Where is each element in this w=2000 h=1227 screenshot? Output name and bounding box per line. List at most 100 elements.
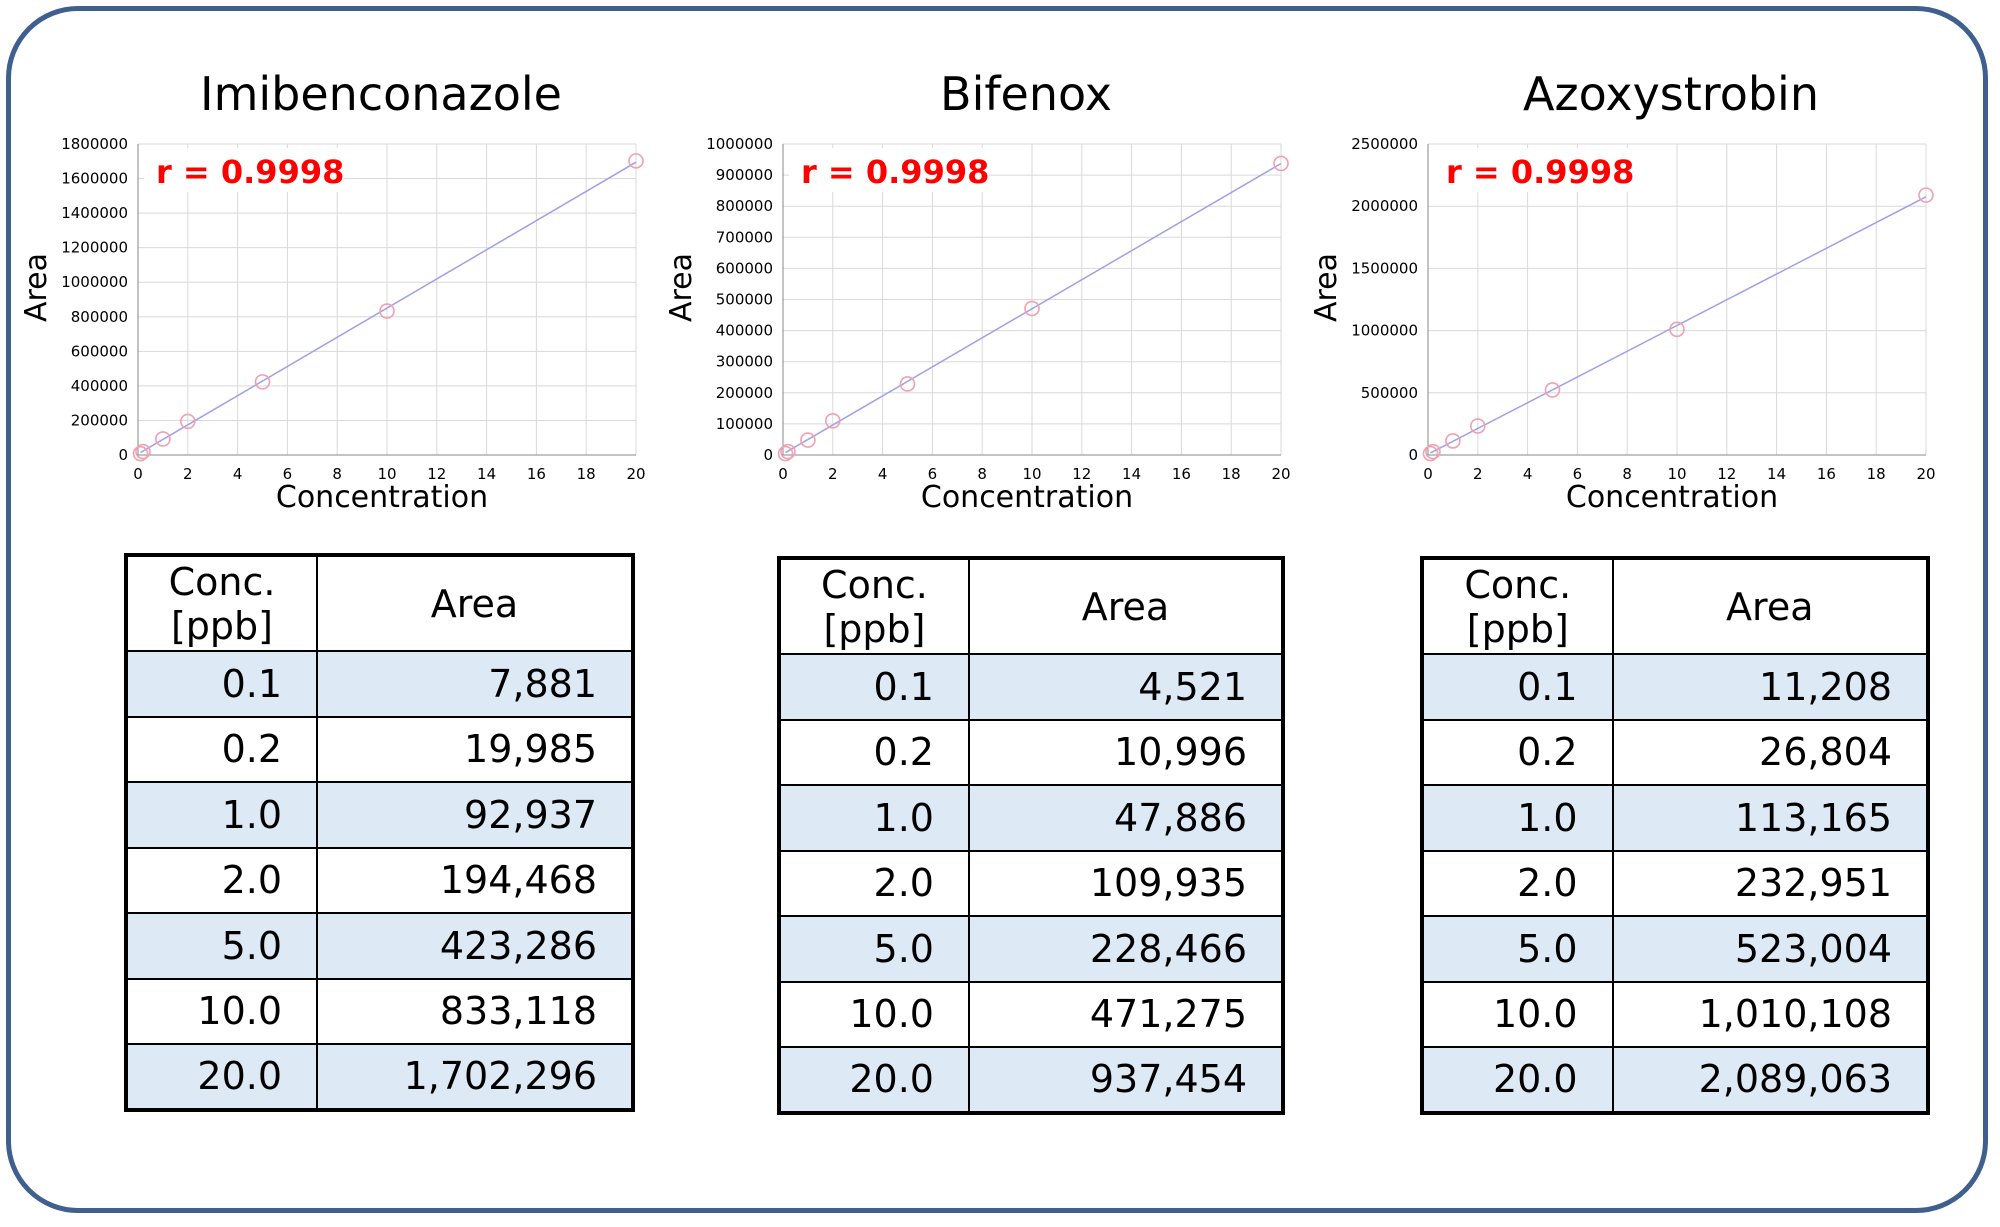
cell-concentration: 20.0: [778, 1046, 970, 1114]
y-tick-label: 500000: [716, 291, 773, 309]
cell-concentration: 5.0: [778, 915, 970, 983]
header-area: Area: [1611, 557, 1930, 655]
header-area: Area: [316, 554, 634, 652]
y-tick-label: 600000: [71, 342, 128, 360]
y-tick-label: 800000: [71, 308, 128, 326]
header-area: Area: [967, 557, 1285, 655]
data-point: [1445, 433, 1461, 449]
cell-area: 471,275: [967, 980, 1285, 1048]
x-tick-label: 20: [1271, 465, 1290, 483]
data-point: [899, 376, 916, 392]
cell-area: 523,004: [1611, 915, 1930, 983]
chart-2: Azoxystrobin 0 2 4 6 8 10 12 14 16 18 20 0 500000 1000…: [1309, 67, 1936, 515]
data-point: [1425, 443, 1441, 460]
cell-area: 109,935: [967, 849, 1285, 917]
x-tick-label: 10: [377, 465, 396, 483]
y-tick-label: 300000: [716, 353, 773, 371]
chart-title: Azoxystrobin: [1523, 67, 1819, 121]
cell-area: 1,010,108: [1611, 980, 1930, 1048]
x-tick-label: 0: [778, 465, 788, 483]
x-tick-label: 18: [577, 465, 596, 483]
x-tick-label: 4: [878, 465, 888, 483]
table-row: 5.0 523,004: [1421, 915, 1930, 983]
x-tick-label: 16: [1817, 465, 1836, 483]
table-row: 2.0 194,468: [125, 846, 634, 914]
x-axis-title: Concentration: [1566, 480, 1778, 515]
cell-area: 4,521: [967, 653, 1285, 721]
x-tick-label: 16: [527, 465, 546, 483]
data-point: [132, 445, 149, 462]
data-point: [155, 431, 171, 447]
cell-concentration: 0.1: [1421, 653, 1614, 721]
cell-concentration: 1.0: [1421, 784, 1614, 852]
x-tick-label: 12: [1717, 465, 1736, 483]
x-tick-label: 16: [1172, 465, 1191, 483]
cell-concentration: 2.0: [1421, 849, 1614, 917]
y-axis-title: Area: [664, 253, 699, 322]
fit-line: [140, 161, 637, 454]
x-tick-label: 6: [1573, 465, 1583, 483]
data-table: Conc. [ppb] Area 0.1 4,521 0.2 10,996 1.0 47,886…: [777, 556, 1285, 1115]
cell-concentration: 20.0: [125, 1043, 318, 1111]
x-tick-label: 6: [283, 465, 293, 483]
data-point: [1273, 155, 1289, 172]
data-point: [777, 445, 794, 462]
chart-title: Imibenconazole: [200, 67, 562, 121]
cell-area: 10,996: [967, 718, 1285, 786]
data-point: [825, 413, 841, 429]
cell-area: 423,286: [316, 912, 634, 980]
cell-area: 833,118: [316, 977, 634, 1045]
correlation-label: r = 0.9998: [1446, 153, 1634, 191]
y-tick-label: 700000: [716, 228, 773, 246]
data-point: [254, 374, 271, 390]
y-tick-label: 900000: [716, 166, 773, 184]
cell-concentration: 2.0: [125, 846, 318, 914]
cell-concentration: 0.2: [778, 718, 970, 786]
data-point: [180, 413, 196, 430]
x-tick-label: 14: [477, 465, 496, 483]
annotation-background: [144, 148, 344, 192]
y-tick-label: 1000000: [61, 273, 128, 291]
header-unit-label: [ppb]: [823, 606, 926, 651]
data-point: [1422, 445, 1439, 462]
table-header-row: Conc. [ppb] Area: [1421, 557, 1930, 655]
header-conc-label: Conc.: [821, 562, 928, 607]
fit-line: [1430, 196, 1927, 454]
data-table: Conc. [ppb] Area 0.1 7,881 0.2 19,985 1.0 92,937…: [124, 553, 635, 1112]
cell-concentration: 5.0: [1421, 915, 1614, 983]
x-tick-label: 4: [233, 465, 243, 483]
table-row: 20.0 1,702,296: [125, 1043, 634, 1111]
table-row: 0.2 10,996: [778, 718, 1285, 786]
data-point: [780, 443, 796, 460]
y-tick-label: 2000000: [1351, 197, 1418, 215]
fit-line: [785, 162, 1282, 454]
table-row: 10.0 833,118: [125, 977, 634, 1045]
y-tick-label: 0: [1408, 446, 1418, 464]
cell-area: 194,468: [316, 846, 634, 914]
cell-area: 1,702,296: [316, 1043, 634, 1111]
y-tick-label: 1000000: [1351, 322, 1418, 340]
y-tick-label: 1000000: [706, 135, 773, 153]
x-tick-label: 2: [183, 465, 193, 483]
cell-concentration: 10.0: [1421, 980, 1614, 1048]
x-tick-label: 10: [1667, 465, 1686, 483]
y-tick-label: 1500000: [1351, 259, 1418, 277]
x-tick-label: 12: [427, 465, 446, 483]
x-tick-label: 20: [1916, 465, 1935, 483]
table-row: 1.0 113,165: [1421, 784, 1930, 852]
table-row: 0.2 19,985: [125, 715, 634, 783]
cell-concentration: 0.2: [1421, 718, 1614, 786]
y-tick-label: 1400000: [61, 204, 128, 222]
cell-area: 47,886: [967, 784, 1285, 852]
cell-concentration: 10.0: [778, 980, 970, 1048]
y-tick-label: 500000: [1361, 384, 1418, 402]
x-tick-label: 2: [828, 465, 838, 483]
chart-1: Bifenox 0 2 4 6 8 10 12 14 16 18 20 0 100000 200000 300…: [664, 67, 1291, 515]
x-tick-label: 10: [1022, 465, 1041, 483]
table-header-row: Conc. [ppb] Area: [778, 557, 1285, 655]
header-conc-label: Conc.: [1464, 562, 1572, 607]
cell-area: 19,985: [316, 715, 634, 783]
cell-area: 228,466: [967, 915, 1285, 983]
x-tick-label: 8: [332, 465, 342, 483]
cell-area: 11,208: [1611, 653, 1930, 721]
